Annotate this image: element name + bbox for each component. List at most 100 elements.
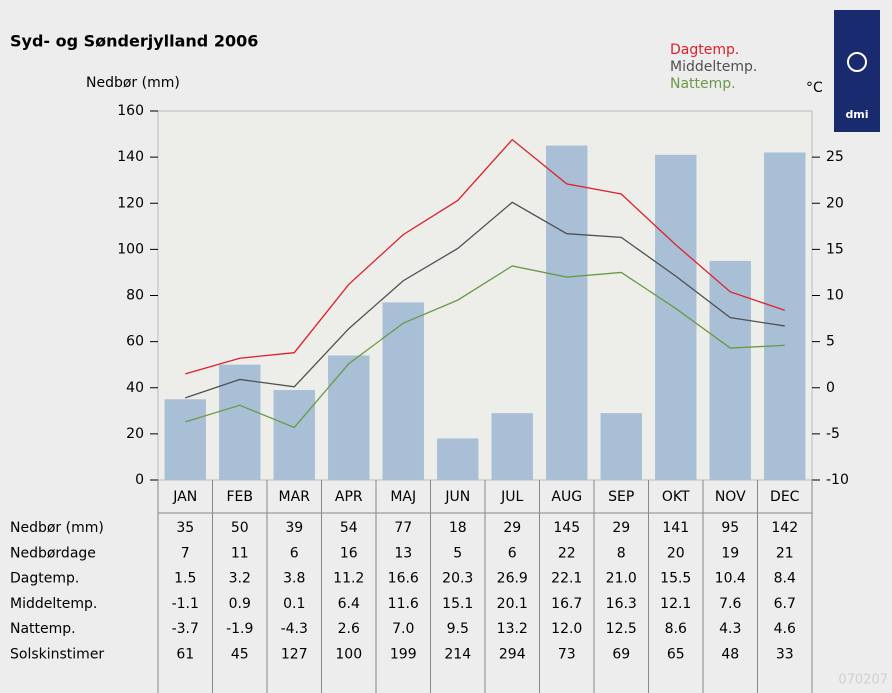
x-tick-label: JUL	[500, 489, 523, 505]
table-cell: 294	[499, 647, 526, 663]
logo-sun	[847, 52, 867, 72]
table-cell: 8.6	[665, 621, 687, 637]
y-tick-label: 120	[117, 195, 144, 211]
table-cell: 4.6	[774, 621, 796, 637]
x-tick-label: OKT	[662, 489, 690, 505]
table-cell: 6.7	[774, 596, 796, 612]
table-cell: 214	[444, 647, 471, 663]
table-cell: 100	[335, 647, 362, 663]
row-label: Nedbør (mm)	[10, 520, 104, 536]
table-cell: 22	[558, 545, 576, 561]
y2-tick-label: 10	[826, 288, 844, 304]
x-tick-label: FEB	[226, 489, 253, 505]
bar	[437, 438, 479, 480]
table-cell: 3.8	[283, 571, 305, 587]
table-cell: 77	[394, 520, 412, 536]
row-label: Nattemp.	[10, 621, 76, 637]
y2-tick-label: 0	[826, 380, 835, 396]
x-tick-label: NOV	[715, 489, 746, 505]
table-cell: 20.1	[497, 596, 528, 612]
chart-title: Syd- og Sønderjylland 2006	[10, 32, 258, 51]
table-cell: 145	[553, 520, 580, 536]
table-cell: 26.9	[497, 571, 528, 587]
plot-area	[157, 110, 813, 481]
table-cell: 73	[558, 647, 576, 663]
table-cell: 142	[771, 520, 798, 536]
table-cell: 7	[181, 545, 190, 561]
table-cell: -1.9	[226, 621, 253, 637]
table-cell: 18	[449, 520, 467, 536]
legend-entry: Nattemp.	[670, 76, 736, 92]
y-tick-label: 40	[126, 380, 144, 396]
table-cell: 12.1	[660, 596, 691, 612]
table-cell: 6.4	[338, 596, 360, 612]
row-label: Solskinstimer	[10, 647, 104, 663]
table-cell: 20.3	[442, 571, 473, 587]
y-tick-label: 0	[135, 472, 144, 488]
table-cell: -3.7	[172, 621, 199, 637]
table-cell: 13	[394, 545, 412, 561]
x-tick-label: JAN	[172, 489, 197, 505]
table-cell: 15.1	[442, 596, 473, 612]
table-cell: 16.3	[606, 596, 637, 612]
table-cell: 16.7	[551, 596, 582, 612]
table-cell: 13.2	[497, 621, 528, 637]
y2-tick-label: 5	[826, 334, 835, 350]
line	[185, 201, 785, 399]
row-label: Dagtemp.	[10, 571, 79, 587]
line	[185, 138, 785, 375]
table-cell: 29	[612, 520, 630, 536]
table-cell: 8.4	[774, 571, 796, 587]
table-cell: 2.6	[338, 621, 360, 637]
bar	[709, 260, 751, 480]
table-cell: 19	[721, 545, 739, 561]
y-tick-label: 80	[126, 288, 144, 304]
table-cell: 61	[176, 647, 194, 663]
table-cell: 5	[453, 545, 462, 561]
table-cell: -1.1	[172, 596, 199, 612]
table-cell: 16	[340, 545, 358, 561]
table-cell: 21	[776, 545, 794, 561]
table-cell: 6	[508, 545, 517, 561]
bar	[600, 413, 642, 480]
table-cell: 4.3	[719, 621, 741, 637]
table-cell: 20	[667, 545, 685, 561]
x-tick-label: APR	[335, 489, 363, 505]
y-tick-label: 60	[126, 334, 144, 350]
table-cell: 39	[285, 520, 303, 536]
y-tick-label: 160	[117, 103, 144, 119]
table-cell: 1.5	[174, 571, 196, 587]
y2-tick-label: 25	[826, 149, 844, 165]
x-tick-label: MAJ	[390, 489, 416, 505]
row-label: Middeltemp.	[10, 596, 97, 612]
table-cell: 12.0	[551, 621, 582, 637]
table-cell: 9.5	[447, 621, 469, 637]
bar	[382, 302, 424, 480]
table-cell: 33	[776, 647, 794, 663]
bar	[273, 390, 315, 480]
row-label: Nedbørdage	[10, 545, 96, 561]
table-cell: 50	[231, 520, 249, 536]
y2-tick-label: -10	[826, 472, 849, 488]
table-cell: 12.5	[606, 621, 637, 637]
table-cell: 15.5	[660, 571, 691, 587]
bar	[328, 355, 370, 480]
bar	[764, 152, 806, 480]
table-cell: 0.1	[283, 596, 305, 612]
x-tick-label: JUN	[444, 489, 470, 505]
table-cell: 127	[281, 647, 308, 663]
table-cell: 7.6	[719, 596, 741, 612]
y2-tick-label: 15	[826, 241, 844, 257]
logo-text: dmi	[845, 108, 868, 121]
y2-tick-label: 20	[826, 195, 844, 211]
table-cell: 199	[390, 647, 417, 663]
y-tick-label: 140	[117, 149, 144, 165]
bar	[491, 413, 533, 480]
table-cell: 0.9	[229, 596, 251, 612]
bar	[655, 154, 697, 480]
table-cell: 45	[231, 647, 249, 663]
y2-axis-label: °C	[806, 80, 823, 96]
table-cell: 65	[667, 647, 685, 663]
table-cell: 95	[721, 520, 739, 536]
